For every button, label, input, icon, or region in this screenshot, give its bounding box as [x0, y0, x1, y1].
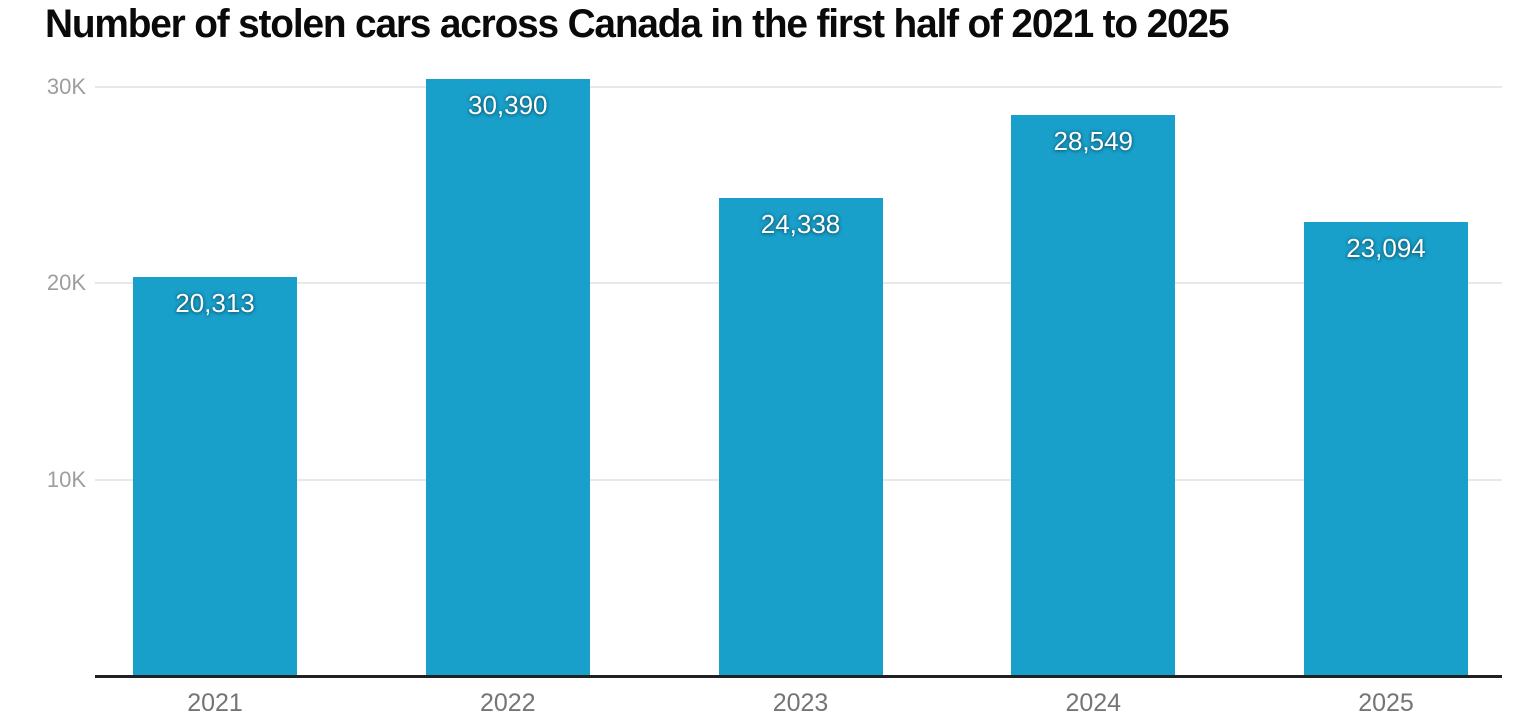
- x-axis-label-2022: 2022: [479, 689, 536, 717]
- bar-2022[interactable]: 30,390: [425, 78, 590, 676]
- bar-value-label-2024: 28,549: [1053, 126, 1134, 156]
- x-axis-label-2024: 2024: [1065, 689, 1122, 717]
- bar-2025[interactable]: 23,094: [1304, 222, 1468, 676]
- x-axis-label-2021: 2021: [187, 689, 243, 717]
- y-axis-tick-label-30k: 30K: [46, 73, 86, 99]
- y-axis-tick-label-10k: 10K: [46, 466, 86, 492]
- bar-value-label-2022: 30,390: [467, 89, 548, 120]
- x-axis-label-2025: 2025: [1358, 689, 1414, 717]
- bar-value-label-2025: 23,094: [1346, 233, 1426, 264]
- chart-title: Number of stolen cars across Canada in t…: [45, 2, 1229, 46]
- bar-2021[interactable]: 20,313: [133, 276, 297, 676]
- bar-value-label-2023: 24,338: [760, 208, 841, 239]
- bar-2023[interactable]: 24,338: [718, 197, 883, 676]
- bar-2024[interactable]: 28,549: [1011, 115, 1176, 676]
- x-axis-label-2023: 2023: [772, 689, 829, 717]
- y-axis-tick-label-20k: 20K: [46, 270, 86, 295]
- bar-value-label-2021: 20,313: [175, 287, 255, 318]
- x-axis-line: [95, 675, 1502, 678]
- gridline-30k: [95, 85, 1502, 88]
